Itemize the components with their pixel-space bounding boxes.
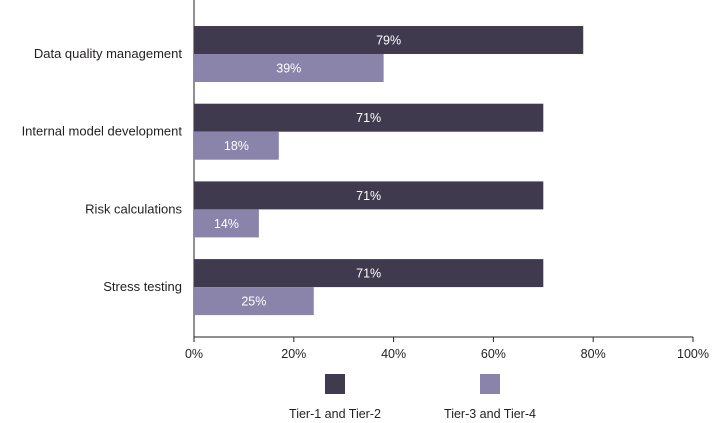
bar <box>194 26 584 54</box>
x-tick-label: 40% <box>381 347 406 361</box>
bar <box>194 209 259 238</box>
bar <box>194 54 384 82</box>
bar <box>194 103 544 132</box>
category-label: Stress testing <box>103 279 182 294</box>
legend-swatch <box>325 374 345 394</box>
x-tick-label: 0% <box>185 347 203 361</box>
bar <box>194 259 544 288</box>
x-tick-label: 60% <box>481 347 506 361</box>
bar-value-label: 71% <box>356 111 381 125</box>
bar <box>194 131 279 160</box>
bar-value-label: 18% <box>224 139 249 153</box>
bar-value-label: 39% <box>276 62 301 76</box>
bar-value-label: 14% <box>214 217 239 231</box>
category-label: Data quality management <box>34 46 183 61</box>
category-label: Internal model development <box>22 124 183 139</box>
legend-label: Tier-1 and Tier-2 <box>289 407 381 421</box>
bar <box>194 181 544 210</box>
bar-value-label: 71% <box>356 267 381 281</box>
bar-value-label: 25% <box>241 295 266 309</box>
x-tick-label: 80% <box>581 347 606 361</box>
bar-value-label: 79% <box>376 34 401 48</box>
bar <box>194 287 314 316</box>
category-label: Risk calculations <box>85 201 182 216</box>
x-tick-label: 100% <box>677 347 709 361</box>
x-tick-label: 20% <box>281 347 306 361</box>
legend-swatch <box>480 374 500 394</box>
legend-label: Tier-3 and Tier-4 <box>444 407 536 421</box>
bar-value-label: 71% <box>356 189 381 203</box>
